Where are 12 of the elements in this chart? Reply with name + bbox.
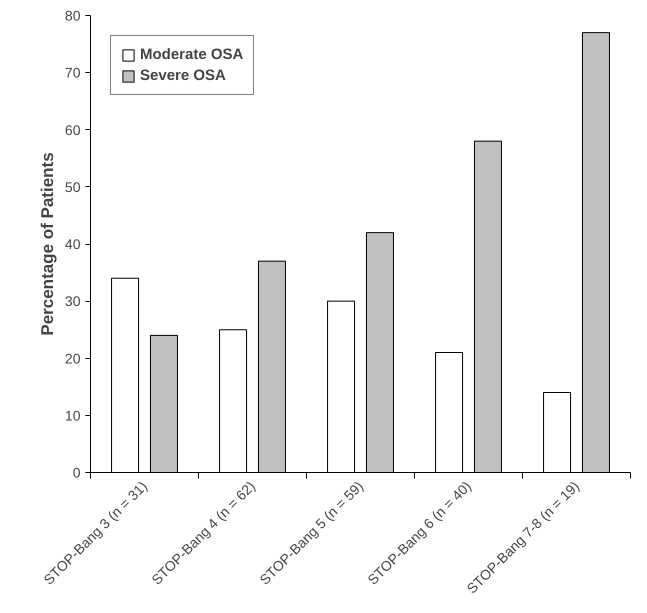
y-tick-label: 40 (64, 236, 81, 252)
y-tick-label: 30 (64, 293, 81, 310)
legend-label: Severe OSA (140, 67, 226, 84)
y-tick-label: 80 (64, 8, 81, 24)
y-tick-label: 60 (64, 122, 81, 138)
legend-label: Moderate OSA (140, 46, 244, 63)
y-tick-label: 20 (64, 350, 81, 366)
y-tick-label: 0 (72, 464, 81, 480)
y-tick-label: 10 (64, 407, 81, 424)
y-tick-label: 50 (64, 178, 81, 195)
y-tick-label: 70 (64, 64, 81, 81)
y-axis-title: Percentage of Patients (38, 152, 57, 336)
